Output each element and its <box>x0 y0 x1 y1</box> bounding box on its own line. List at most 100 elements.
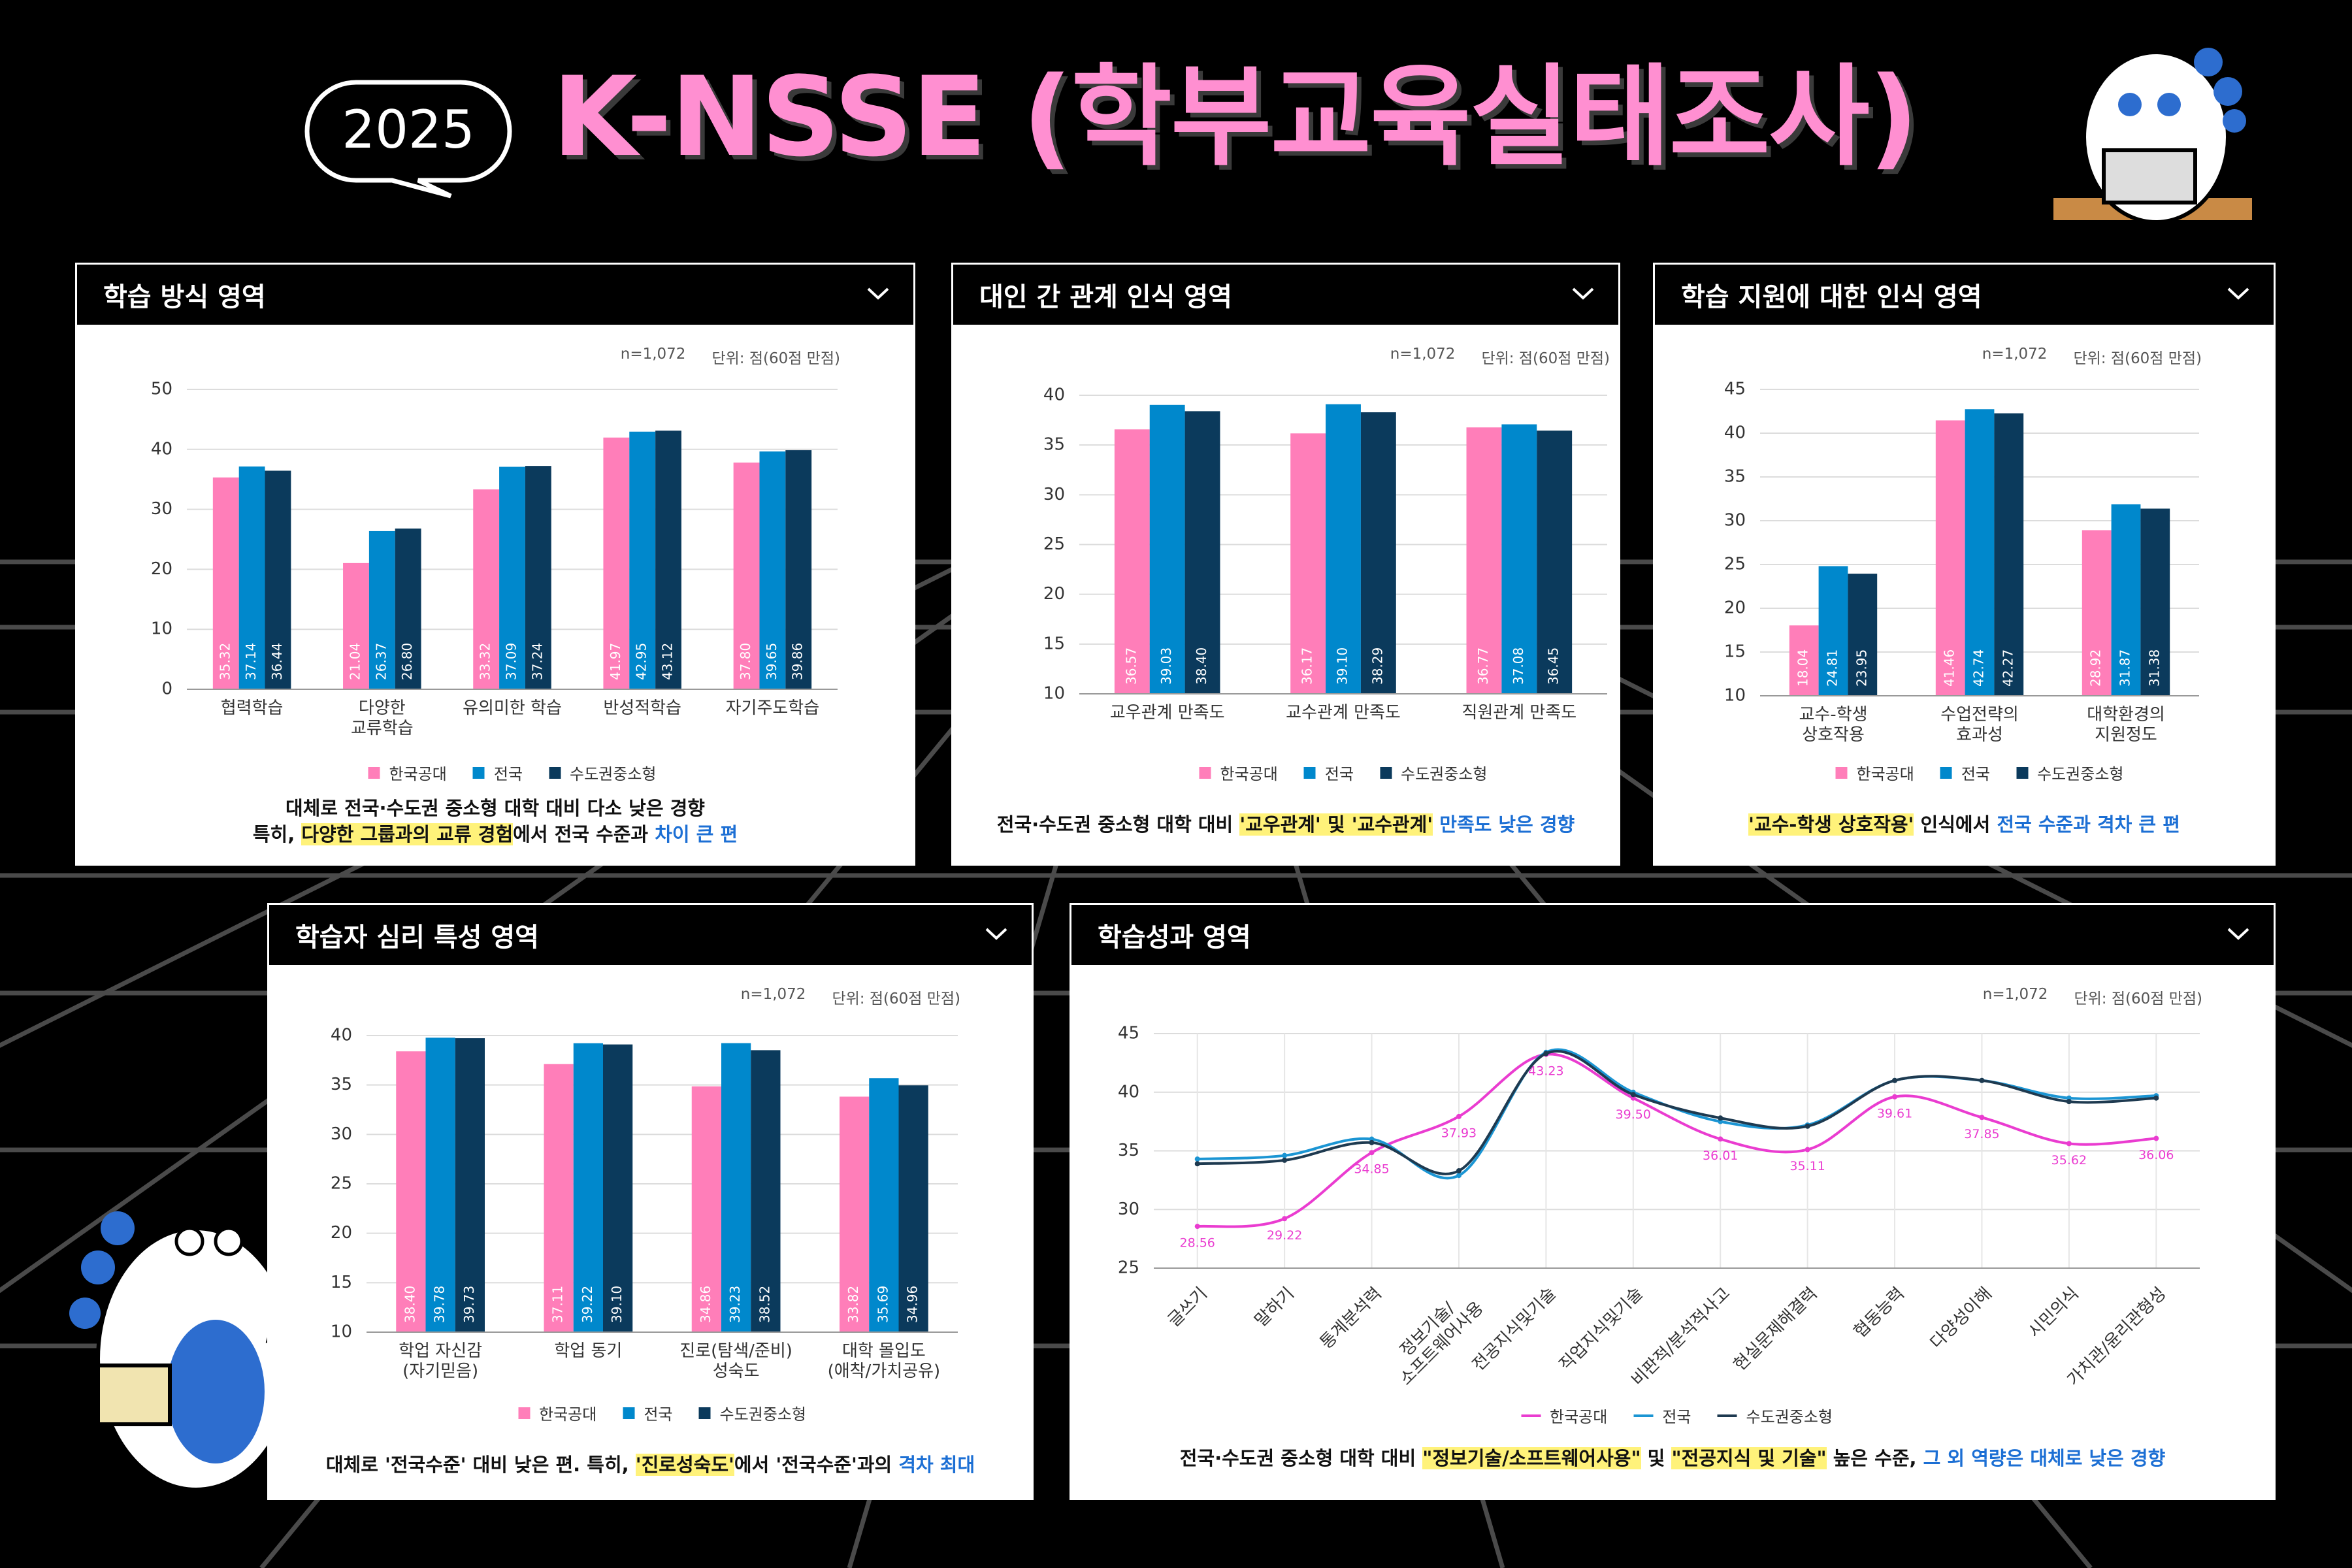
bar <box>1290 433 1326 694</box>
value-label: 39.23 <box>727 1286 743 1323</box>
plot: 10 15 20 25 30 35 40 38.40 39.78 39.73 37.11 39.22 3… <box>331 1026 958 1342</box>
sample-size: n=1,072 <box>620 346 686 363</box>
y-tick-label: 30 <box>1043 485 1065 504</box>
bar <box>425 1037 455 1332</box>
plot: 25 30 35 40 45 28.56 29.22 34.85 37.93 43.23 39.50… <box>1118 1024 2200 1278</box>
legend-swatch <box>1717 1414 1737 1417</box>
bar <box>1326 404 1361 694</box>
value-label: 39.22 <box>580 1286 595 1323</box>
y-tick-label: 15 <box>1724 642 1746 662</box>
legend-item: 한국공대 <box>518 1401 596 1424</box>
point <box>1282 1152 1288 1158</box>
x-tick-label: 자기주도학습 <box>725 698 820 718</box>
x-tick-label: 유의미한 학습 <box>463 698 562 718</box>
legend-swatch <box>1633 1414 1654 1417</box>
value-label: 42.27 <box>2000 649 2016 687</box>
x-tick-label: 대학환경의 지원정도 <box>2087 705 2165 745</box>
point <box>1892 1094 1898 1100</box>
summary-line: 전국·수도권 중소형 대학 대비 '교우관계' 및 '교수관계' 만족도 낮은 … <box>953 811 1618 838</box>
legend-item: 전국 <box>1940 761 1990 784</box>
x-tick-label: 협력학습 <box>220 698 284 718</box>
summary-text: "전공지식 및 기술" <box>1671 1447 1827 1469</box>
unit-note: 단위: 점(60점 만점) <box>711 350 840 367</box>
y-tick-label: 20 <box>1724 598 1746 618</box>
y-tick-label: 40 <box>151 439 172 459</box>
bar <box>499 466 525 689</box>
value-label: 39.65 <box>764 643 779 680</box>
summary-text: 대체로 전국·수도권 중소형 대학 대비 다소 낮은 경향 <box>286 797 705 819</box>
value-label: 39.78 <box>432 1286 448 1323</box>
point <box>2066 1141 2072 1147</box>
legend-label: 전국 <box>644 1405 673 1424</box>
legend-swatch <box>1835 766 1848 779</box>
value-label: 36.44 <box>269 643 285 680</box>
summary-line: 대체로 '전국수준' 대비 낮은 편. 특히, '진로성숙도'에서 '전국수준'… <box>269 1452 1032 1478</box>
y-tick-label: 35 <box>1043 435 1065 455</box>
y-tick-label: 15 <box>1043 634 1065 653</box>
point <box>1369 1139 1375 1145</box>
value-label: 39.10 <box>609 1286 625 1323</box>
value-label: 18.04 <box>1795 649 1811 687</box>
summary-text: "정보기술/소프트웨어사용" <box>1422 1447 1641 1469</box>
line-series <box>1197 1048 2157 1180</box>
legend-label: 한국공대 <box>1220 765 1278 783</box>
legend-label: 수도권중소형 <box>570 765 657 783</box>
y-tick-label: 10 <box>1043 684 1065 704</box>
legend-label: 수도권중소형 <box>719 1405 806 1424</box>
sample-size: n=1,072 <box>1982 346 2048 363</box>
legend-swatch <box>623 1407 635 1419</box>
value-label: 41.97 <box>608 643 623 680</box>
summary-text: 높은 수준, <box>1826 1447 1923 1469</box>
x-tick-label: 학업 동기 <box>554 1341 623 1361</box>
legend-item: 전국 <box>623 1401 673 1424</box>
legend-label: 한국공대 <box>1550 1408 1608 1426</box>
bar <box>525 466 551 689</box>
y-tick-label: 10 <box>1724 686 1746 706</box>
legend-swatch <box>518 1407 531 1419</box>
x-tick-label: 다양한 교류학습 <box>350 698 414 739</box>
value-label: 33.82 <box>845 1286 861 1323</box>
summary: '교수-학생 상호작용' 인식에서 전국 수준과 격차 큰 편 <box>1655 811 2274 838</box>
plot: 0 10 20 30 40 50 35.32 37.14 36.44 21.04 26.37 26.8… <box>151 380 838 699</box>
bar <box>1149 404 1185 694</box>
legend: 한국공대 전국 수도권중소형 <box>1521 1404 1833 1427</box>
x-tick-label: 직원관계 만족도 <box>1462 703 1577 723</box>
dropdown-chevron[interactable] <box>2227 926 2250 941</box>
note-row: n=1,072 단위: 점(60점 만점) <box>621 346 840 368</box>
bar <box>544 1064 574 1332</box>
point <box>1718 1136 1723 1142</box>
value-label: 37.24 <box>529 643 545 680</box>
point <box>1979 1115 1985 1120</box>
bar <box>629 431 656 689</box>
y-tick-label: 30 <box>1118 1200 1139 1219</box>
y-tick-label: 25 <box>1724 555 1746 574</box>
dropdown-chevron[interactable] <box>1571 286 1595 301</box>
y-tick-label: 15 <box>331 1273 352 1292</box>
value-label: 37.09 <box>504 643 519 680</box>
y-tick-label: 20 <box>151 559 172 579</box>
y-tick-label: 10 <box>331 1322 352 1342</box>
value-label: 39.10 <box>1335 647 1350 685</box>
legend-swatch <box>1940 766 1952 779</box>
y-tick-label: 35 <box>331 1075 352 1094</box>
chevron-icon <box>2227 287 2249 300</box>
y-tick-label: 25 <box>1043 534 1065 554</box>
speech-bubble: 2025 <box>304 80 512 199</box>
value-label: 42.95 <box>634 643 649 680</box>
dropdown-chevron[interactable] <box>985 926 1008 941</box>
panel-header: 학습 지원에 대한 인식 영역 <box>1655 265 2274 325</box>
dropdown-chevron[interactable] <box>2227 286 2250 301</box>
bar <box>455 1038 485 1332</box>
bar <box>721 1043 751 1332</box>
dropdown-chevron[interactable] <box>866 286 890 301</box>
value-label: 34.85 <box>1354 1162 1389 1177</box>
bar <box>1994 413 2024 696</box>
value-label: 28.92 <box>2088 649 2104 687</box>
unit-note: 단위: 점(60점 만점) <box>1481 350 1610 367</box>
legend-item: 한국공대 <box>1521 1404 1607 1427</box>
bar <box>1501 424 1537 694</box>
value-label: 29.22 <box>1267 1228 1302 1243</box>
value-label: 39.73 <box>461 1286 477 1323</box>
panel-title: 학습 방식 영역 <box>103 282 266 312</box>
